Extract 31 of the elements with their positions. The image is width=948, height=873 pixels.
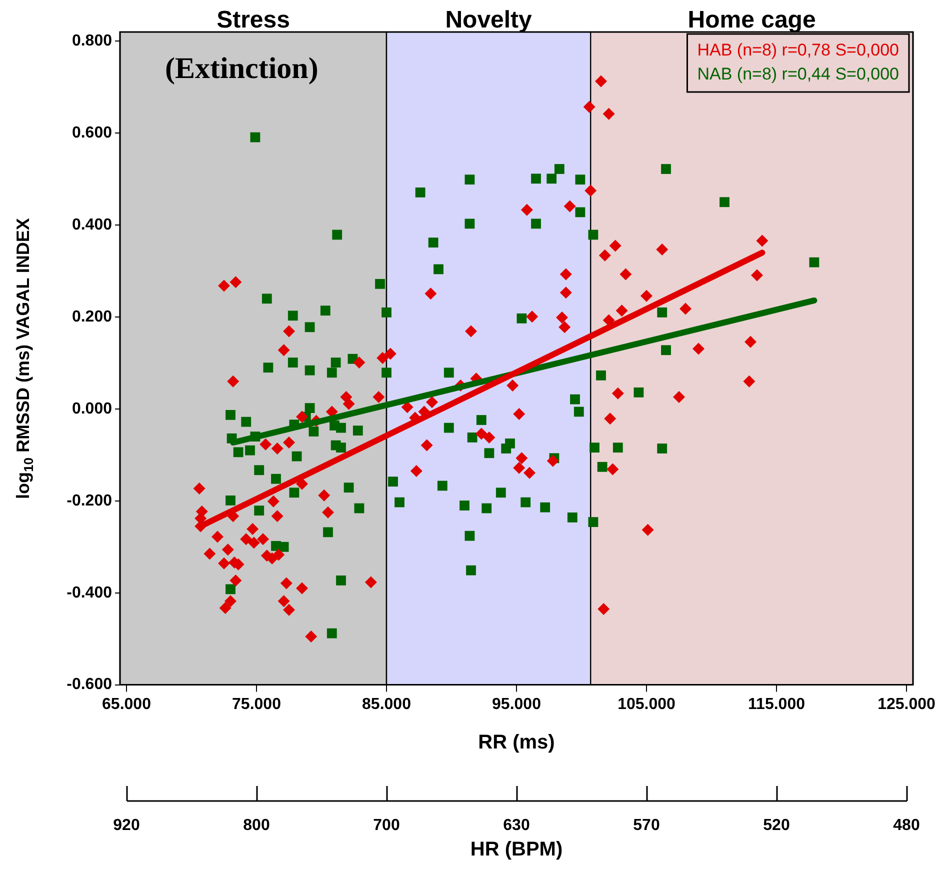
text: 630 [503, 817, 530, 834]
x-tick-label: 65.000 [102, 696, 152, 713]
x-tick-label: 125.000 [878, 696, 936, 713]
y-tick-label: 0.200 [72, 308, 112, 326]
text: 480 [893, 817, 920, 834]
y-tick-label: -0.600 [66, 676, 112, 694]
x-axis-title: RR (ms) [478, 732, 555, 754]
annotation: (Extinction) [165, 52, 318, 85]
text: NAB (n=8) r=0,44 S=0,000 [697, 64, 900, 84]
text: 520 [763, 817, 790, 834]
y-tick-label: -0.200 [66, 492, 112, 510]
y-tick-label: 0.800 [72, 32, 112, 50]
y-tick-label: -0.400 [66, 584, 112, 602]
x-tick-label: 85.000 [362, 696, 412, 713]
y-tick-label: 0.000 [72, 400, 112, 418]
text: HR (BPM) [470, 838, 563, 860]
band-label: Novelty [445, 6, 533, 34]
x-tick-label: 95.000 [492, 696, 542, 713]
band-label: Stress [216, 6, 290, 34]
text: 700 [373, 817, 400, 834]
y-axis-title: log10 RMSSD (ms) VAGAL INDEX [12, 218, 36, 499]
text: 920 [113, 817, 140, 834]
text: 570 [633, 817, 660, 834]
x-tick-label: 75.000 [232, 696, 282, 713]
text: 800 [243, 817, 270, 834]
text: HAB (n=8) r=0,78 S=0,000 [697, 40, 900, 60]
y-tick-label: 0.600 [72, 124, 112, 142]
x-tick-label: 115.000 [748, 696, 806, 713]
y-tick-label: 0.400 [72, 216, 112, 234]
x-tick-label: 105.000 [618, 696, 676, 713]
band-label: Home cage [688, 6, 816, 34]
